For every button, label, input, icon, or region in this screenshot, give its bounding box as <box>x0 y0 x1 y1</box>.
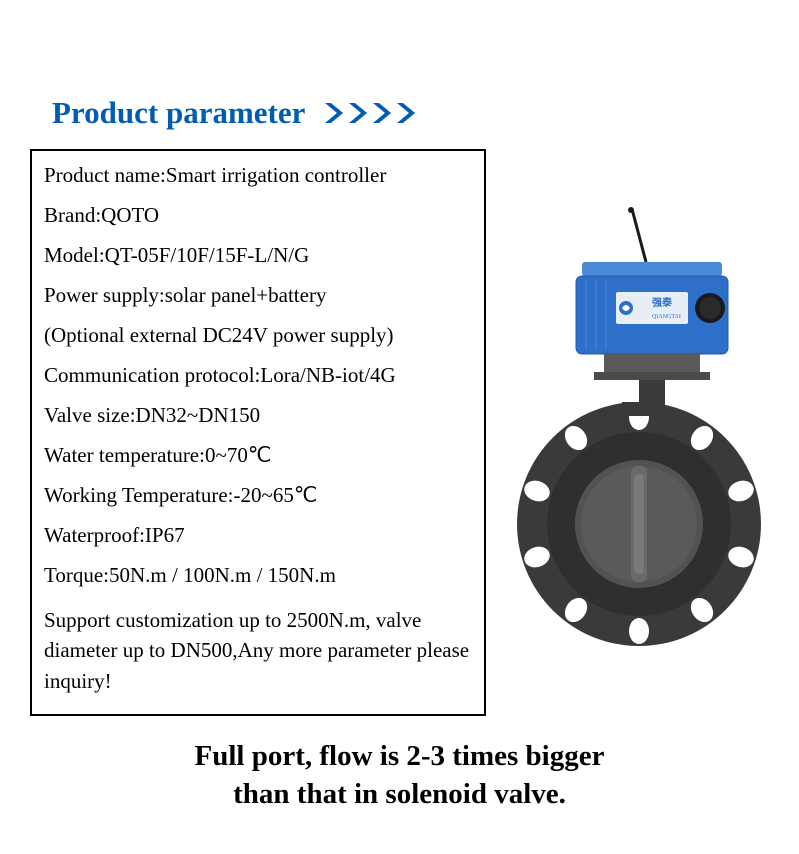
chevron-icon <box>323 101 345 125</box>
bottom-line1: Full port, flow is 2-3 times bigger <box>0 738 799 776</box>
chevron-icon <box>371 101 393 125</box>
brand-label: 强泰 <box>652 296 673 309</box>
spec-box: Product name:Smart irrigation controller… <box>30 149 486 716</box>
chevron-icons <box>323 101 417 125</box>
spec-line: Brand:QOTO <box>44 205 474 226</box>
spec-line: (Optional external DC24V power supply) <box>44 325 474 346</box>
spec-line: Water temperature:0~70℃ <box>44 445 474 466</box>
chevron-icon <box>395 101 417 125</box>
chevron-icon <box>347 101 369 125</box>
brand-sub: QIANGTAI <box>652 314 681 320</box>
spec-line: Valve size:DN32~DN150 <box>44 405 474 426</box>
main-content: Product name:Smart irrigation controller… <box>0 131 799 716</box>
bottom-caption: Full port, flow is 2-3 times bigger than… <box>0 738 799 813</box>
spec-line: Model:QT-05F/10F/15F-L/N/G <box>44 245 474 266</box>
spec-line: Product name:Smart irrigation controller <box>44 165 474 186</box>
bottom-line2: than that in solenoid valve. <box>0 776 799 814</box>
spec-line: Torque:50N.m / 100N.m / 150N.m <box>44 565 474 586</box>
spec-line: Waterproof:IP67 <box>44 525 474 546</box>
page-title: Product parameter <box>52 95 305 131</box>
valve-illustration: 强泰 QIANGTAI <box>504 204 774 664</box>
header: Product parameter <box>0 0 799 131</box>
spec-line: Working Temperature:-20~65℃ <box>44 485 474 506</box>
spec-line: Communication protocol:Lora/NB-iot/4G <box>44 365 474 386</box>
spec-note: Support customization up to 2500N.m, val… <box>44 605 474 696</box>
product-image: 强泰 QIANGTAI <box>496 149 781 664</box>
spec-line: Power supply:solar panel+battery <box>44 285 474 306</box>
